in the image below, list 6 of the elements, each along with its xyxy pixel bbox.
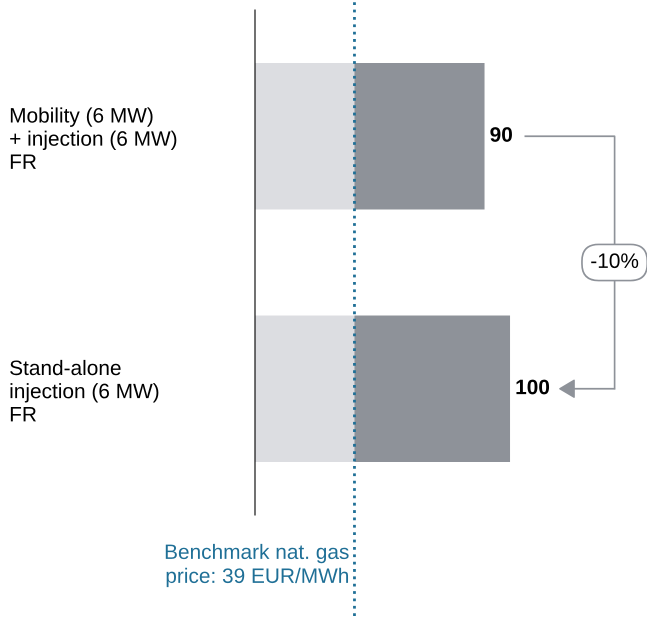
y-tick-label: Mobility (6 MW) + injection (6 MW) FR [10,107,176,169]
y-tick-label: Stand-alone injection (6 MW) FR [10,360,158,422]
ref-line-label: Benchmark nat. gas price: 39 EUR/MWh [166,544,349,588]
total-label: 100 [516,380,550,394]
text: -10% [591,253,638,268]
total-label: 90 [490,127,512,142]
